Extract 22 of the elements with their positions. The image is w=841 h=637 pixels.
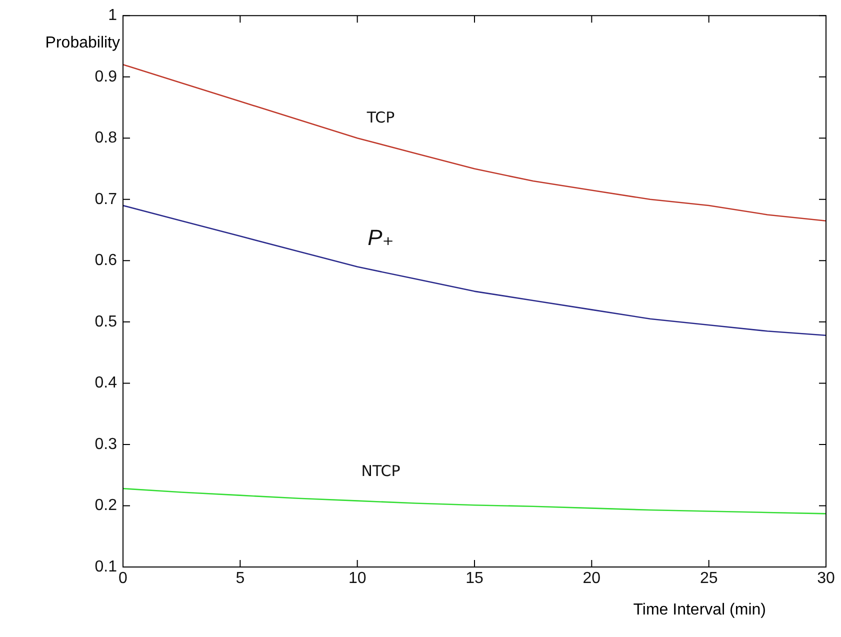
- y-tick-label: 0.1: [94, 558, 118, 576]
- y-tick-label: 0.5: [94, 313, 118, 330]
- x-tick-label: 30: [817, 570, 835, 588]
- y-tick-label: 0.4: [94, 374, 118, 392]
- x-tick-label: 5: [236, 570, 245, 588]
- x-tick-label: 0: [118, 570, 128, 588]
- series-label: NTCP: [361, 462, 400, 480]
- y-tick-label: 0.7: [94, 190, 118, 208]
- y-axis-title: Probability: [45, 34, 120, 52]
- y-tick-label: 0.3: [94, 436, 118, 453]
- x-tick-label: 10: [348, 570, 366, 588]
- series-label: TCP: [366, 108, 395, 127]
- x-tick-label: 25: [700, 570, 718, 588]
- y-tick-label: 0.8: [94, 130, 118, 147]
- x-tick-label: 15: [466, 570, 484, 588]
- y-tick-label: 0.6: [94, 252, 118, 270]
- x-axis-title: Time Interval (min): [633, 601, 766, 618]
- x-tick-label: 20: [582, 570, 601, 588]
- y-tick-label: 0.9: [94, 68, 118, 86]
- series-label: P₊: [368, 224, 394, 250]
- y-tick-label: 1: [108, 7, 118, 24]
- y-tick-label: 0.2: [94, 497, 118, 514]
